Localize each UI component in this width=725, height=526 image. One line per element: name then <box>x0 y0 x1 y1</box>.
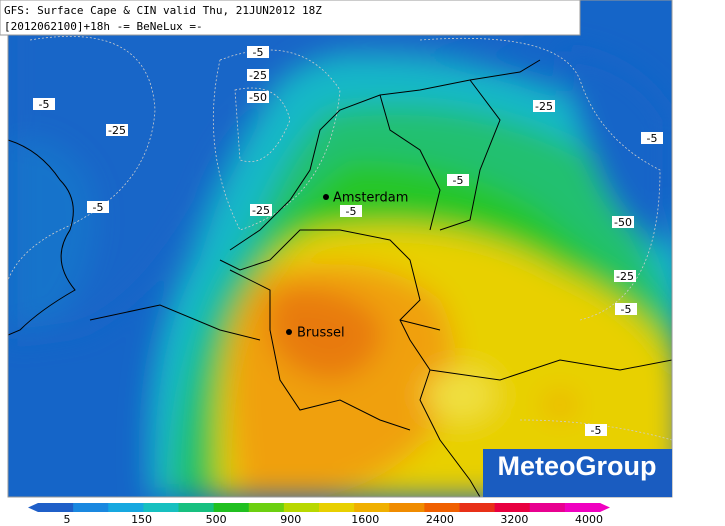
colorbar-swatch <box>73 503 109 512</box>
contour-label: -25 <box>249 69 267 82</box>
colorbar-swatch <box>283 503 320 512</box>
contour-label: -25 <box>252 204 270 217</box>
contour-label-bg <box>533 100 555 112</box>
colorbar-arrow <box>600 503 610 512</box>
colorbar-swatch <box>354 503 390 512</box>
cities: Amsterdam Brussel <box>286 191 408 341</box>
colorbar-swatch <box>459 503 496 512</box>
contour-label-bg <box>447 174 469 186</box>
cin-contours <box>8 36 672 441</box>
city-label: Brussel <box>297 326 345 341</box>
title-line: GFS: Surface Cape & CIN valid Thu, 21JUN… <box>4 4 322 17</box>
colorbar-swatch <box>319 503 355 512</box>
colorbar-swatch <box>213 503 250 512</box>
contour-label-bg <box>614 270 636 282</box>
contour-label-bg <box>247 91 269 103</box>
city-dot <box>286 329 292 335</box>
colorbar-swatch <box>248 503 285 512</box>
city-dot <box>323 194 329 200</box>
colorbar-swatch <box>389 503 425 512</box>
colorbar-label: 3200 <box>500 513 528 526</box>
colorbar-swatch <box>494 503 531 512</box>
contour-label-bg <box>247 46 269 58</box>
colorbar-swatch <box>38 503 74 512</box>
contour-label: -5 <box>93 201 104 214</box>
map-frame <box>7 0 673 498</box>
colorbar-arrow <box>28 503 38 512</box>
contour-label-bg <box>340 205 362 217</box>
colorbar-swatch <box>564 503 601 512</box>
contour-label: -5 <box>647 132 658 145</box>
colorbar: 5 150 500 900 1600 2400 3200 4000 <box>28 503 610 526</box>
colorbar-label: 500 <box>206 513 227 526</box>
contour-label: -5 <box>453 174 464 187</box>
colorbar-swatch <box>108 503 144 512</box>
contour-label-bg <box>641 132 663 144</box>
contour-label: -5 <box>346 205 357 218</box>
contour-label-bg <box>612 216 634 228</box>
contour-label: -5 <box>621 303 632 316</box>
contour-label-bg <box>585 424 607 436</box>
colorbar-swatch <box>143 503 179 512</box>
contour-label: -25 <box>108 124 126 137</box>
contour-label-bg <box>87 201 109 213</box>
city-label: Amsterdam <box>333 191 408 206</box>
contour-label: -50 <box>614 216 632 229</box>
coastlines <box>8 59 672 497</box>
contour-label-bg <box>247 69 269 81</box>
contour-label: -5 <box>39 98 50 111</box>
contour-label: -25 <box>616 270 634 283</box>
logo: MeteoGroup <box>483 449 672 497</box>
logo-text: MeteoGroup <box>498 451 657 481</box>
colorbar-label: 4000 <box>575 513 603 526</box>
contour-label-bg <box>250 204 272 216</box>
contour-label: -25 <box>535 100 553 113</box>
colorbar-swatch <box>424 503 460 512</box>
colorbar-label: 900 <box>280 513 301 526</box>
contour-label-bg <box>33 98 55 110</box>
contour-labels: -5 -25 -50 -5 -25 -5 -25 -5 -5 -25 -5 -50 -25 -5 -5 <box>33 46 663 437</box>
cape-field <box>8 0 672 497</box>
colorbar-label: 2400 <box>426 513 454 526</box>
colorbar-label: 150 <box>131 513 152 526</box>
colorbar-swatch <box>529 503 566 512</box>
contour-label: -5 <box>253 46 264 59</box>
contour-label-bg <box>106 124 128 136</box>
colorbar-label: 1600 <box>351 513 379 526</box>
contour-label: -5 <box>591 424 602 437</box>
colorbar-swatch <box>178 503 215 512</box>
contour-label-bg <box>615 303 637 315</box>
title-box: GFS: Surface Cape & CIN valid Thu, 21JUN… <box>0 0 581 36</box>
colorbar-label: 5 <box>64 513 71 526</box>
contour-label: -50 <box>249 91 267 104</box>
subtitle-line: [2012062100]+18h -= BeNeLux =- <box>4 20 203 33</box>
